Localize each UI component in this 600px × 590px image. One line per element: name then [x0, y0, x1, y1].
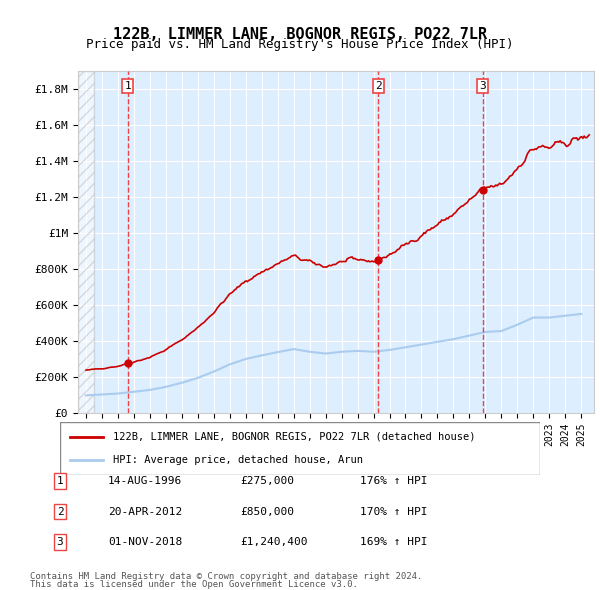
FancyBboxPatch shape — [60, 422, 540, 475]
Text: HPI: Average price, detached house, Arun: HPI: Average price, detached house, Arun — [113, 455, 363, 465]
Text: 170% ↑ HPI: 170% ↑ HPI — [360, 507, 427, 516]
Text: £850,000: £850,000 — [240, 507, 294, 516]
Text: 2: 2 — [375, 81, 382, 91]
Text: 122B, LIMMER LANE, BOGNOR REGIS, PO22 7LR: 122B, LIMMER LANE, BOGNOR REGIS, PO22 7L… — [113, 27, 487, 41]
Text: 169% ↑ HPI: 169% ↑ HPI — [360, 537, 427, 547]
Text: 1: 1 — [124, 81, 131, 91]
Bar — [78, 71, 94, 413]
Text: 2: 2 — [56, 507, 64, 516]
Text: Price paid vs. HM Land Registry's House Price Index (HPI): Price paid vs. HM Land Registry's House … — [86, 38, 514, 51]
Text: 01-NOV-2018: 01-NOV-2018 — [108, 537, 182, 547]
Text: 14-AUG-1996: 14-AUG-1996 — [108, 476, 182, 486]
Text: £275,000: £275,000 — [240, 476, 294, 486]
Text: £1,240,400: £1,240,400 — [240, 537, 308, 547]
Text: 3: 3 — [479, 81, 486, 91]
Text: 3: 3 — [56, 537, 64, 547]
Text: Contains HM Land Registry data © Crown copyright and database right 2024.: Contains HM Land Registry data © Crown c… — [30, 572, 422, 581]
Text: 176% ↑ HPI: 176% ↑ HPI — [360, 476, 427, 486]
Text: 20-APR-2012: 20-APR-2012 — [108, 507, 182, 516]
Text: 1: 1 — [56, 476, 64, 486]
Text: This data is licensed under the Open Government Licence v3.0.: This data is licensed under the Open Gov… — [30, 580, 358, 589]
Text: 122B, LIMMER LANE, BOGNOR REGIS, PO22 7LR (detached house): 122B, LIMMER LANE, BOGNOR REGIS, PO22 7L… — [113, 432, 475, 442]
